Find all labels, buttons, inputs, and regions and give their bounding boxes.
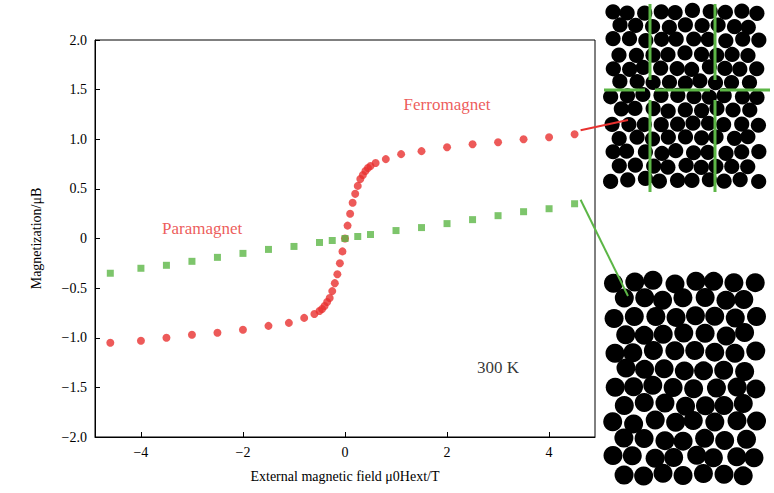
svg-text:−0.5: −0.5 [62,281,87,296]
svg-text:−1.0: −1.0 [62,330,87,345]
svg-text:1.0: 1.0 [70,132,88,147]
svg-text:2: 2 [444,445,451,460]
svg-text:4: 4 [546,445,553,460]
svg-text:0: 0 [80,231,87,246]
svg-text:−2.0: −2.0 [62,430,87,445]
svg-text:External magnetic field μ0Hext: External magnetic field μ0Hext/T [250,469,439,484]
svg-text:Ferromagnet: Ferromagnet [404,95,491,114]
svg-text:Magnetization/μB: Magnetization/μB [29,188,44,290]
svg-text:1.5: 1.5 [70,82,88,97]
svg-text:−4: −4 [133,445,148,460]
svg-text:0.5: 0.5 [70,181,88,196]
svg-text:Paramagnet: Paramagnet [162,219,243,238]
svg-text:−1.5: −1.5 [62,380,87,395]
svg-text:300 K: 300 K [477,358,520,377]
svg-text:−2: −2 [236,445,251,460]
svg-text:0: 0 [342,445,349,460]
svg-text:2.0: 2.0 [70,33,88,48]
